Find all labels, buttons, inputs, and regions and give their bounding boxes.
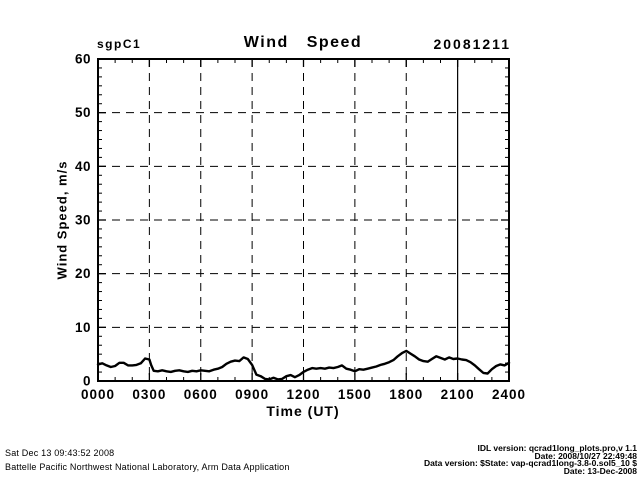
y-tick-label: 10 bbox=[75, 320, 91, 335]
x-tick-label: 2100 bbox=[441, 387, 475, 402]
facility-label: sgpC1 bbox=[97, 37, 142, 51]
x-tick-label: 0000 bbox=[81, 387, 115, 402]
y-tick-labels: 0 10 20 30 40 50 60 bbox=[75, 52, 91, 389]
idl-version-label: IDL version: qcrad1long_plots.pro,v 1.1 bbox=[477, 443, 638, 453]
plot-frame bbox=[97, 58, 510, 382]
x-tick-label: 1500 bbox=[338, 387, 372, 402]
plot-date-label: 20081211 bbox=[433, 36, 511, 52]
y-tick-label: 50 bbox=[75, 105, 91, 120]
y-tick-label: 20 bbox=[75, 266, 91, 281]
x-tick-label: 1200 bbox=[286, 387, 320, 402]
y-tick-label: 30 bbox=[75, 213, 91, 228]
creation-timestamp: Sat Dec 13 09:43:52 2008 bbox=[5, 448, 115, 458]
x-axis-title: Time (UT) bbox=[266, 403, 340, 419]
idl-date-label: Date: 2008/10/27 22:49:48 bbox=[534, 450, 637, 461]
data-version-label: Data version: $State: vap-qcrad1long-3.8… bbox=[423, 458, 637, 468]
wind-speed-trace bbox=[96, 349, 511, 381]
x-tick-label: 0900 bbox=[235, 387, 269, 402]
y-tick-label: 0 bbox=[83, 374, 91, 389]
page-title: Wind Speed bbox=[243, 34, 363, 51]
x-tick-labels: 0000 0300 0600 0900 1200 1500 1800 2100 2400 bbox=[81, 387, 526, 402]
x-tick-label: 1800 bbox=[389, 387, 423, 402]
organization-label: Battelle Pacific Northwest National Labo… bbox=[5, 462, 290, 472]
x-tick-label: 0600 bbox=[184, 387, 218, 402]
grid-lines bbox=[98, 59, 509, 381]
x-tick-label: 0300 bbox=[132, 387, 166, 402]
y-tick-label: 60 bbox=[75, 52, 91, 67]
x-tick-label: 2400 bbox=[492, 387, 526, 402]
data-date-label: Date: 13-Dec-2008 bbox=[563, 465, 637, 476]
y-tick-label: 40 bbox=[75, 159, 91, 174]
